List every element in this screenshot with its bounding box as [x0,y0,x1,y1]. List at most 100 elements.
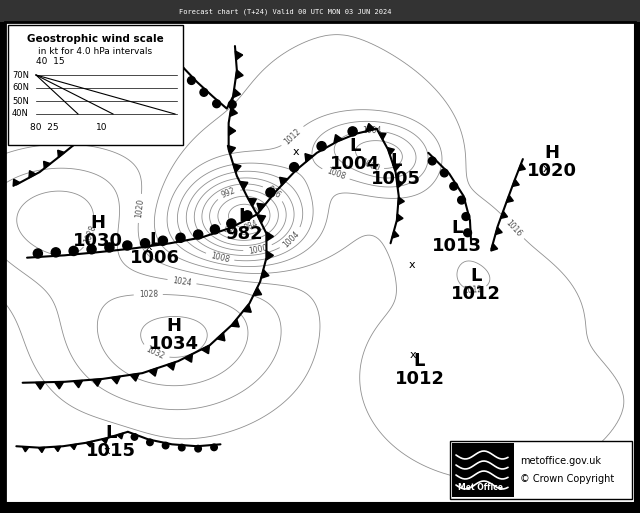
Text: 982: 982 [225,225,263,243]
Polygon shape [202,345,209,353]
Text: 1000: 1000 [248,243,268,255]
Circle shape [163,442,169,449]
Polygon shape [58,150,65,157]
Polygon shape [97,115,104,122]
Circle shape [188,76,195,85]
Circle shape [69,246,78,255]
Polygon shape [393,164,400,171]
Circle shape [228,101,236,108]
Polygon shape [512,179,519,187]
Text: L: L [390,152,401,170]
Polygon shape [227,146,236,154]
Circle shape [428,157,436,165]
Polygon shape [243,304,252,312]
Text: 1028: 1028 [139,290,158,299]
Text: 1012: 1012 [394,370,445,388]
Text: L: L [452,219,463,237]
Polygon shape [379,133,386,140]
Circle shape [141,239,150,248]
Text: 1004: 1004 [330,155,380,173]
Circle shape [227,219,236,228]
Polygon shape [102,438,108,443]
Polygon shape [184,354,193,362]
Text: metoffice.gov.uk: metoffice.gov.uk [520,456,601,466]
Text: 1016: 1016 [504,218,524,238]
Text: 70N: 70N [12,70,29,80]
Polygon shape [257,203,265,211]
Polygon shape [145,62,152,69]
Polygon shape [54,382,63,389]
Text: 1032: 1032 [145,345,166,362]
Text: L: L [239,207,250,225]
Text: 40  15: 40 15 [36,57,65,67]
Polygon shape [397,214,403,222]
Circle shape [131,433,138,440]
Text: 1006: 1006 [130,249,180,267]
Text: 992: 992 [220,186,237,200]
Text: 50N: 50N [12,96,29,106]
Polygon shape [111,377,120,384]
Polygon shape [134,75,141,82]
Polygon shape [392,230,399,238]
Text: 40N: 40N [12,109,29,119]
Text: x: x [145,242,152,252]
Text: 1020: 1020 [527,163,577,181]
Text: 1015: 1015 [86,442,136,461]
Polygon shape [280,177,288,185]
Text: x: x [104,446,110,456]
Circle shape [458,196,465,204]
Text: 984: 984 [243,219,260,232]
Text: 1013: 1013 [433,237,483,255]
Circle shape [176,233,185,242]
Circle shape [290,163,299,172]
Polygon shape [506,195,513,203]
Text: 1004: 1004 [282,229,301,249]
Circle shape [51,248,60,257]
Polygon shape [157,48,164,55]
Text: in kt for 4.0 hPa intervals: in kt for 4.0 hPa intervals [38,47,152,55]
Polygon shape [228,126,236,135]
Polygon shape [334,134,342,143]
Text: Geostrophic wind scale: Geostrophic wind scale [27,34,164,44]
Polygon shape [397,180,403,188]
Circle shape [87,245,96,254]
Text: Met Office: Met Office [458,483,504,492]
Text: 1008: 1008 [209,251,230,264]
Text: H: H [166,317,181,334]
Text: 80  25: 80 25 [30,123,59,131]
Circle shape [440,169,448,177]
Text: 1030: 1030 [73,232,124,250]
Polygon shape [70,444,77,449]
Circle shape [211,444,218,450]
Text: 1028: 1028 [83,224,99,245]
Circle shape [123,241,132,250]
Polygon shape [233,164,241,172]
Circle shape [212,100,221,108]
Circle shape [464,229,472,236]
Text: L: L [149,231,161,249]
Polygon shape [29,171,36,178]
Text: x: x [542,164,549,174]
Polygon shape [85,127,92,134]
Polygon shape [518,163,525,171]
Polygon shape [72,139,79,146]
Polygon shape [36,382,45,389]
Text: x: x [410,350,417,360]
Text: x: x [292,147,300,157]
Circle shape [105,243,114,252]
Circle shape [317,142,326,151]
Polygon shape [253,287,262,295]
Text: 60N: 60N [12,84,29,92]
Text: 1005: 1005 [371,170,420,188]
Text: 1008: 1008 [325,167,346,182]
Text: L: L [349,137,360,155]
Text: 1034: 1034 [149,334,199,353]
Polygon shape [387,148,394,155]
Polygon shape [166,362,175,370]
Bar [452,443,514,497]
Text: H: H [91,214,106,232]
Polygon shape [54,446,61,451]
Polygon shape [248,199,257,206]
Polygon shape [122,89,129,95]
Polygon shape [366,124,375,131]
